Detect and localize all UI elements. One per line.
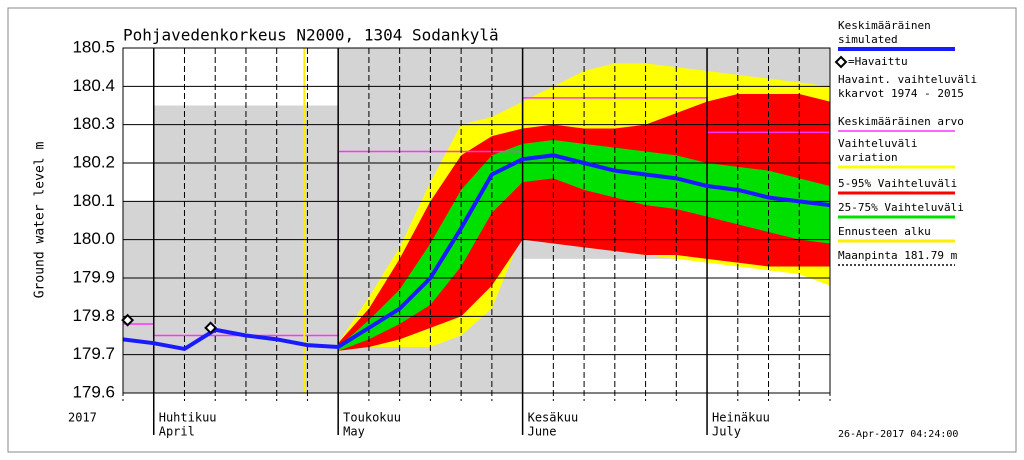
y-tick-label: 179.7	[72, 344, 115, 363]
legend-label: =Havaittu	[848, 55, 908, 68]
year-label: 2017	[68, 411, 97, 425]
y-tick-label: 179.8	[72, 306, 115, 325]
timestamp: 26-Apr-2017 04:24:00	[838, 429, 958, 440]
legend-label: 5-95% Vaihteluväli	[838, 177, 957, 190]
legend-label: variation	[838, 151, 898, 164]
y-tick-label: 180.5	[72, 37, 115, 56]
x-tick-label: Kesäkuu	[528, 411, 579, 425]
legend-label: Ennusteen alku	[838, 225, 931, 238]
legend-label: Havaint. vaihteluväli	[838, 73, 977, 86]
x-tick-label: Toukokuu	[343, 411, 401, 425]
shade-segment	[245, 105, 277, 393]
y-tick-label: 179.6	[72, 382, 115, 401]
x-tick-label-en: June	[528, 425, 557, 439]
legend-label: Maanpinta 181.79 m	[838, 249, 958, 262]
y-tick-label: 179.9	[72, 267, 115, 286]
x-tick-label: Huhtikuu	[159, 411, 217, 425]
chart-title: Pohjavedenkorkeus N2000, 1304 Sodankylä	[123, 26, 499, 45]
shade-segment	[307, 105, 339, 393]
x-tick-label: Heinäkuu	[712, 411, 770, 425]
y-tick-label: 180.0	[72, 229, 115, 248]
y-axis-label: Ground water level m	[33, 142, 48, 299]
plot-border	[122, 47, 831, 394]
y-tick-label: 180.3	[72, 114, 115, 133]
shade-segment	[123, 201, 154, 393]
legend-label: 25-75% Vaihteluväli	[838, 201, 964, 214]
x-tick-label-en: May	[343, 425, 365, 439]
legend-label: Vaihteluväli	[838, 137, 917, 150]
y-tick-label: 180.4	[72, 76, 115, 95]
legend-label: kkarvot 1974 - 2015	[838, 87, 964, 100]
legend-label: Keskimääräinen arvo	[838, 115, 964, 128]
x-tick-label-en: July	[712, 425, 741, 439]
legend-swatch	[834, 55, 848, 69]
shade-segment	[215, 105, 246, 393]
y-tick-label: 180.1	[72, 191, 115, 210]
shade-segment	[184, 105, 216, 393]
y-tick-label: 180.2	[72, 152, 115, 171]
observed-point	[204, 321, 218, 335]
legend-label: simulated	[838, 33, 898, 46]
simulated-line	[122, 153, 831, 352]
x-tick-label-en: April	[159, 425, 195, 439]
observed-point	[121, 313, 135, 327]
shade-segment	[276, 105, 308, 393]
legend-label: Keskimääräinen	[838, 19, 931, 32]
